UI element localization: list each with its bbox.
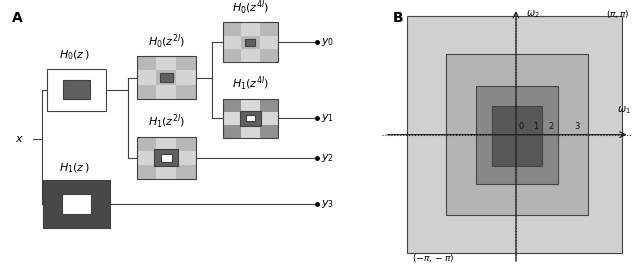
Bar xyxy=(260,49,278,62)
Bar xyxy=(157,70,176,85)
Bar xyxy=(62,194,91,214)
Bar xyxy=(241,112,260,125)
Bar xyxy=(222,98,241,112)
Bar xyxy=(137,165,157,179)
Bar xyxy=(246,115,255,122)
Bar xyxy=(241,49,260,62)
Bar xyxy=(176,85,196,99)
Text: $x$: $x$ xyxy=(15,134,24,144)
Text: A: A xyxy=(11,11,22,25)
Bar xyxy=(222,99,278,138)
Bar xyxy=(176,151,196,165)
Bar xyxy=(161,154,172,162)
Text: $y_3$: $y_3$ xyxy=(321,198,334,210)
Text: 0: 0 xyxy=(518,122,523,131)
Bar xyxy=(137,137,196,179)
Bar xyxy=(176,57,196,70)
Bar xyxy=(222,125,241,138)
Text: $H_0(z\,)$: $H_0(z\,)$ xyxy=(59,48,90,62)
Bar xyxy=(222,112,241,125)
Bar xyxy=(260,36,278,49)
Bar xyxy=(157,151,176,165)
Bar xyxy=(260,98,278,112)
Bar xyxy=(137,151,157,165)
Bar xyxy=(260,23,278,36)
Bar xyxy=(492,106,542,166)
Bar xyxy=(137,57,196,99)
Bar xyxy=(446,54,588,215)
Bar xyxy=(137,70,157,85)
Bar xyxy=(240,111,261,126)
Text: 2: 2 xyxy=(548,122,554,131)
Bar xyxy=(476,86,558,184)
Bar xyxy=(407,16,622,253)
Bar xyxy=(222,23,241,36)
Text: $y_0$: $y_0$ xyxy=(321,36,334,48)
Bar xyxy=(222,23,278,62)
Text: $(\pi,\pi)$: $(\pi,\pi)$ xyxy=(606,8,629,20)
Text: 3: 3 xyxy=(574,122,580,131)
Bar xyxy=(222,36,241,49)
Bar xyxy=(176,70,196,85)
Text: 1: 1 xyxy=(533,122,538,131)
Bar xyxy=(245,39,255,46)
Text: $H_1(z\,)$: $H_1(z\,)$ xyxy=(59,162,90,175)
Bar xyxy=(43,180,110,228)
Bar xyxy=(260,112,278,125)
Bar xyxy=(176,137,196,151)
Text: $\omega_1$: $\omega_1$ xyxy=(617,104,631,116)
Bar xyxy=(157,137,176,151)
Bar xyxy=(222,49,241,62)
Bar xyxy=(137,57,157,70)
Bar xyxy=(137,85,157,99)
Text: $\omega_2$: $\omega_2$ xyxy=(526,8,540,20)
Bar xyxy=(260,125,278,138)
Bar xyxy=(241,125,260,138)
Text: $H_1(z^{2I})$: $H_1(z^{2I})$ xyxy=(148,113,185,131)
Bar xyxy=(176,165,196,179)
Text: $H_0(z^{2I})$: $H_0(z^{2I})$ xyxy=(148,33,185,51)
Bar xyxy=(157,57,176,70)
Bar xyxy=(241,98,260,112)
Bar xyxy=(63,80,90,100)
Text: $y_2$: $y_2$ xyxy=(321,152,334,164)
Text: $y_1$: $y_1$ xyxy=(321,112,334,124)
Bar xyxy=(137,137,157,151)
Bar xyxy=(47,69,106,111)
Bar xyxy=(157,85,176,99)
Text: B: B xyxy=(392,11,403,25)
Bar xyxy=(154,149,178,166)
Bar xyxy=(160,73,173,82)
Text: $H_1(z^{4I})$: $H_1(z^{4I})$ xyxy=(232,75,269,93)
Bar xyxy=(241,36,260,49)
Text: $(-\pi,-\pi)$: $(-\pi,-\pi)$ xyxy=(412,252,454,264)
Bar xyxy=(157,165,176,179)
Bar xyxy=(241,23,260,36)
Text: $H_0(z^{4I})$: $H_0(z^{4I})$ xyxy=(232,0,269,17)
